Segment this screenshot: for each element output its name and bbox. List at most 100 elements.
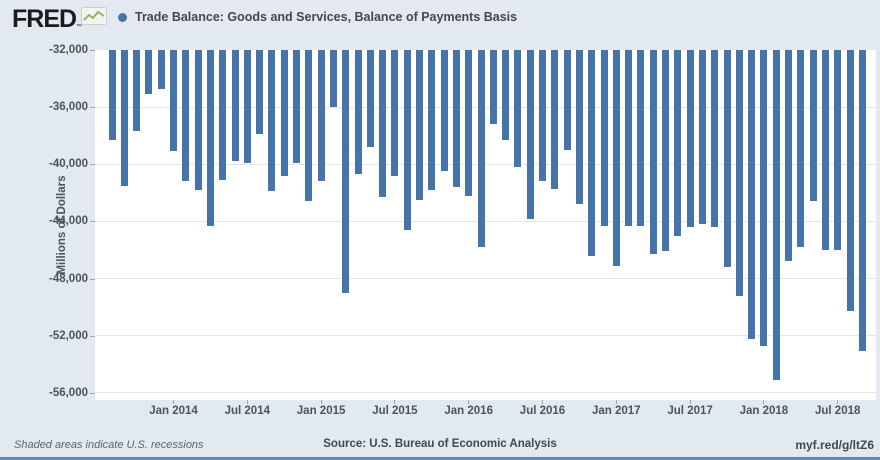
y-tick-mark bbox=[90, 107, 95, 109]
bar-2014-08 bbox=[256, 50, 264, 135]
x-tick-mark bbox=[394, 400, 396, 404]
bar-2015-09 bbox=[416, 50, 423, 200]
bar-2017-04 bbox=[649, 50, 657, 255]
bar-2013-10 bbox=[133, 50, 141, 132]
x-tick-label: Jul 2015 bbox=[372, 405, 418, 417]
bar-2018-08 bbox=[846, 50, 854, 312]
x-tick-mark bbox=[246, 400, 248, 404]
y-tick-mark bbox=[90, 50, 95, 51]
x-tick-mark bbox=[837, 400, 839, 404]
bar-2015-04 bbox=[354, 50, 362, 175]
sparkline-icon bbox=[81, 7, 107, 30]
bar-2015-03 bbox=[342, 50, 350, 293]
chart-header: FRED ™ Trade Balance: Goods and Services… bbox=[0, 0, 880, 44]
y-tick-label: -52,000 bbox=[48, 329, 88, 342]
bar-2015-05 bbox=[366, 50, 374, 148]
y-gridline bbox=[95, 220, 876, 222]
source-text: Source: U.S. Bureau of Economic Analysis bbox=[323, 438, 557, 450]
y-tick-label: -40,000 bbox=[48, 158, 88, 171]
x-tick-mark bbox=[542, 400, 543, 404]
bar-2015-02 bbox=[329, 50, 337, 108]
x-tick-mark bbox=[763, 400, 765, 404]
bar-2017-05 bbox=[662, 50, 669, 252]
bar-2016-06 bbox=[526, 50, 534, 219]
x-tick-label: Jul 2016 bbox=[519, 405, 566, 417]
bar-2014-12 bbox=[305, 50, 313, 202]
fred-logo: FRED bbox=[12, 5, 77, 33]
bar-2016-03 bbox=[489, 50, 497, 125]
bar-2015-06 bbox=[379, 50, 387, 198]
bar-2014-04 bbox=[206, 50, 214, 226]
bar-2017-06 bbox=[674, 50, 682, 236]
y-tick-mark bbox=[90, 392, 95, 394]
fred-short-link[interactable]: myf.red/g/ltZ6 bbox=[795, 438, 874, 452]
x-tick-label: Jan 2018 bbox=[739, 405, 789, 417]
y-gridline bbox=[95, 106, 876, 108]
y-tick-label: -56,000 bbox=[48, 386, 88, 399]
fred-logo-trademark: ™ bbox=[76, 24, 82, 30]
bar-2014-10 bbox=[280, 50, 288, 176]
bar-2013-12 bbox=[157, 50, 165, 89]
y-tick-label: -36,000 bbox=[48, 101, 88, 114]
bar-2014-02 bbox=[182, 50, 190, 182]
bar-2016-02 bbox=[477, 50, 485, 248]
bar-2017-10 bbox=[723, 50, 731, 268]
bar-2015-08 bbox=[403, 50, 411, 230]
bar-2014-07 bbox=[243, 50, 251, 163]
bar-2018-09 bbox=[858, 50, 866, 352]
bar-2016-10 bbox=[575, 50, 583, 205]
bar-2016-01 bbox=[465, 50, 473, 196]
bar-2018-05 bbox=[809, 50, 817, 202]
bar-2013-11 bbox=[145, 50, 153, 95]
bar-2018-01 bbox=[760, 50, 768, 346]
bar-2015-10 bbox=[428, 50, 436, 190]
x-tick-label: Jul 2014 bbox=[224, 405, 270, 417]
y-tick-mark bbox=[90, 278, 95, 280]
bar-2016-11 bbox=[588, 50, 596, 256]
y-tick-label: -44,000 bbox=[48, 215, 88, 228]
bar-2017-09 bbox=[711, 50, 719, 228]
y-tick-label: -48,000 bbox=[48, 272, 88, 285]
bar-2018-04 bbox=[797, 50, 805, 248]
series-legend-label: Trade Balance: Goods and Services, Balan… bbox=[135, 10, 518, 24]
bar-2013-09 bbox=[120, 50, 128, 186]
bar-2017-02 bbox=[625, 50, 633, 226]
x-tick-mark bbox=[320, 400, 322, 404]
bar-2018-06 bbox=[821, 50, 829, 250]
bar-2016-05 bbox=[514, 50, 522, 168]
y-gridline bbox=[95, 278, 876, 280]
bar-2016-08 bbox=[551, 50, 559, 189]
bar-2017-03 bbox=[637, 50, 645, 226]
y-tick-label: -32,000 bbox=[48, 44, 88, 56]
chart-footer: Shaded areas indicate U.S. recessions So… bbox=[0, 436, 880, 456]
x-tick-label: Jul 2017 bbox=[667, 405, 713, 417]
bar-2014-06 bbox=[231, 50, 239, 162]
bar-2014-05 bbox=[219, 50, 227, 180]
x-tick-label: Jan 2015 bbox=[296, 405, 346, 417]
bar-2016-12 bbox=[600, 50, 608, 226]
bar-2017-01 bbox=[612, 50, 620, 266]
bar-2018-03 bbox=[785, 50, 792, 262]
bottom-accent-bar bbox=[0, 457, 880, 460]
bar-2014-09 bbox=[268, 50, 276, 192]
bar-2014-11 bbox=[293, 50, 300, 163]
bar-2014-01 bbox=[170, 50, 177, 152]
x-tick-label: Jan 2014 bbox=[149, 405, 198, 417]
bar-2018-02 bbox=[772, 50, 780, 380]
y-tick-mark bbox=[90, 164, 95, 166]
x-tick-label: Jan 2017 bbox=[591, 405, 641, 417]
bar-2017-11 bbox=[735, 50, 743, 296]
x-tick-mark bbox=[468, 400, 470, 404]
y-gridline bbox=[95, 163, 876, 165]
bar-2014-03 bbox=[194, 50, 202, 190]
plot-area bbox=[95, 50, 876, 400]
y-tick-mark bbox=[90, 335, 95, 337]
bar-2013-08 bbox=[108, 50, 116, 140]
y-gridline bbox=[95, 335, 876, 337]
bar-2017-12 bbox=[748, 50, 756, 339]
bar-2016-07 bbox=[539, 50, 546, 182]
bar-2017-07 bbox=[686, 50, 694, 228]
bar-2017-08 bbox=[698, 50, 706, 225]
x-tick-label: Jan 2016 bbox=[444, 405, 493, 417]
